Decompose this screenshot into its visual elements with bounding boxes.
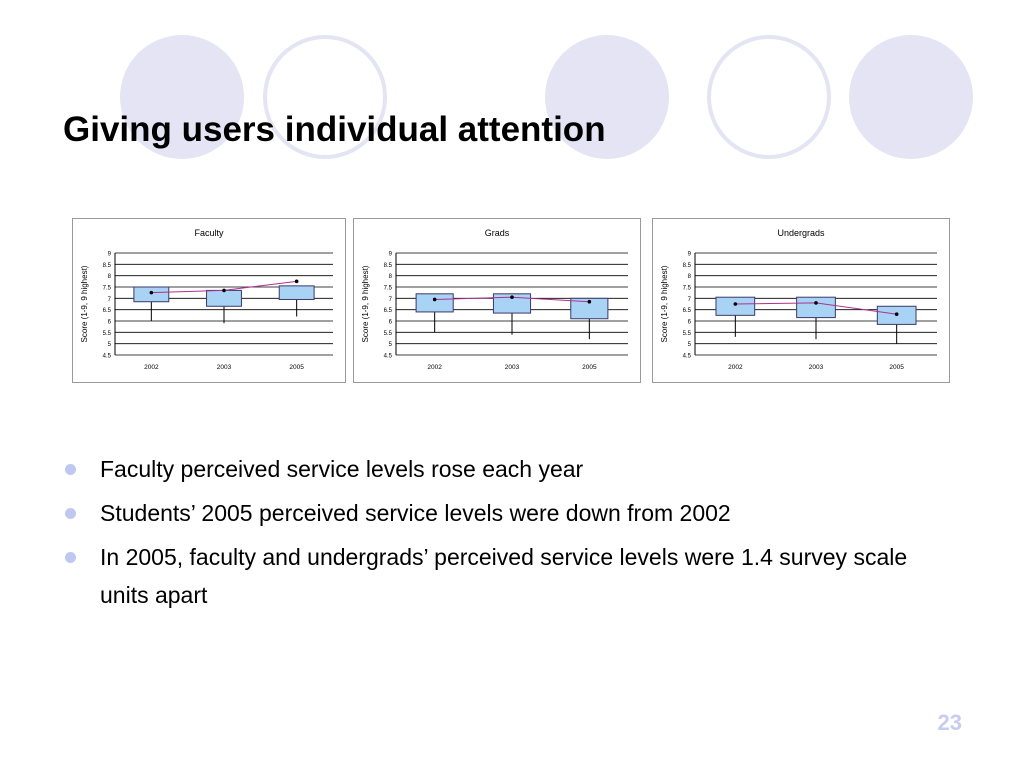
bullet-text: Students’ 2005 perceived service levels … [100,500,731,526]
bullet-dot-icon [65,508,76,519]
x-tick-label: 2005 [289,364,304,371]
y-tick-label: 7.5 [683,286,692,292]
y-tick-label: 7 [389,297,393,303]
y-tick-label: 6.5 [103,308,112,314]
chart-undergrads-svg: Undergrads 9 8.5 8 7.5 7 6.5 6 5.5 5 4.5 Score (1-9… [660,228,937,371]
chart-undergrads: Undergrads 9 8.5 8 7.5 7 6.5 6 5.5 5 4.5 Score (1-9… [652,218,950,383]
x-tick-label: 2002 [728,364,743,371]
chart-faculty: Faculty 9 8.5 8 7.5 7 6.5 6 5.5 5 4.5 Score (1-9, 9… [72,218,346,383]
page-number: 23 [937,710,962,735]
y-tick-label: 7.5 [384,286,393,292]
bullet-list: Faculty perceived service levels rose ea… [62,450,962,620]
chart-grads-svg: Grads 9 8.5 8 7.5 7 6.5 6 5.5 5 4.5 Score (1-9, 9 h… [361,228,628,371]
box-2003 [796,296,836,319]
decor-ring [263,35,387,159]
mean-point-2005 [894,312,899,316]
x-tick-label: 2005 [889,364,904,371]
y-tick-label: 7.5 [103,286,112,292]
mean-point-2002 [432,297,437,302]
y-tick-label: 9 [389,252,393,258]
y-tick-label: 7 [108,297,112,303]
y-tick-label: 5.5 [683,331,692,337]
y-tick-label: 5 [688,342,692,348]
y-tick-label: 5 [389,342,393,348]
box-2002 [415,293,454,313]
decor-ring [707,35,831,159]
y-tick-label: 8.5 [103,263,112,269]
y-tick-label: 5.5 [384,331,393,337]
y-tick-label: 9 [108,252,112,258]
y-tick-label: 9 [688,252,692,258]
y-tick-label: 8 [389,274,393,280]
x-tick-label: 2005 [582,364,597,371]
x-tick-label: 2002 [144,364,159,371]
mean-point-2003 [222,288,226,293]
y-axis-label: Score (1-9, 9 highest) [80,265,89,342]
bullet-dot-icon [65,464,76,475]
y-tick-label: 6 [108,320,112,326]
y-axis-label: Score (1-9, 9 highest) [660,265,669,342]
mean-point-2003 [510,295,514,299]
x-tick-label: 2003 [217,364,232,371]
y-tick-label: 5.5 [103,331,112,337]
chart-title: Grads [485,228,510,238]
box-2005 [570,297,609,320]
x-tick-label: 2002 [427,364,442,371]
box-2002 [715,296,756,316]
y-tick-label: 6 [688,320,692,326]
x-tick-label: 2003 [809,364,824,371]
bullet-dot-icon [65,552,76,563]
bullet-item: Students’ 2005 perceived service levels … [62,494,962,532]
y-tick-label: 8 [688,274,692,280]
y-tick-label: 6 [389,320,393,326]
box-2005 [278,285,315,300]
bullet-item: In 2005, faculty and undergrads’ perceiv… [62,538,962,614]
y-tick-label: 5 [108,342,112,348]
decor-circle [849,35,973,159]
decor-circle [120,35,244,159]
y-tick-label: 8.5 [683,263,692,269]
mean-point-2002 [149,290,154,295]
x-tick-label: 2003 [505,364,520,371]
y-tick-label: 4.5 [384,354,393,360]
chart-grads: Grads 9 8.5 8 7.5 7 6.5 6 5.5 5 4.5 Score (1-9, 9 h… [353,218,641,383]
mean-point-2005 [587,299,592,304]
chart-faculty-svg: Faculty 9 8.5 8 7.5 7 6.5 6 5.5 5 4.5 Score (1-9, 9… [80,228,333,371]
y-axis-label: Score (1-9, 9 highest) [361,265,370,342]
bullet-text: In 2005, faculty and undergrads’ perceiv… [100,544,908,608]
bullet-item: Faculty perceived service levels rose ea… [62,450,962,488]
mean-point-2005 [294,279,299,284]
slide-title: Giving users individual attention [63,110,606,149]
decor-circle [545,35,669,159]
bullet-text: Faculty perceived service levels rose ea… [100,456,584,482]
chart-title: Undergrads [777,228,825,238]
y-tick-label: 6.5 [384,308,393,314]
box-2003 [206,289,242,307]
box-2003 [492,293,532,314]
y-tick-label: 8.5 [384,263,393,269]
y-tick-label: 7 [688,297,692,303]
mean-point-2002 [733,302,738,306]
y-tick-label: 6.5 [683,308,692,314]
y-tick-label: 8 [108,274,112,280]
y-tick-label: 4.5 [103,354,112,360]
y-tick-label: 4.5 [683,354,692,360]
chart-title: Faculty [194,228,224,238]
mean-point-2003 [814,301,818,305]
